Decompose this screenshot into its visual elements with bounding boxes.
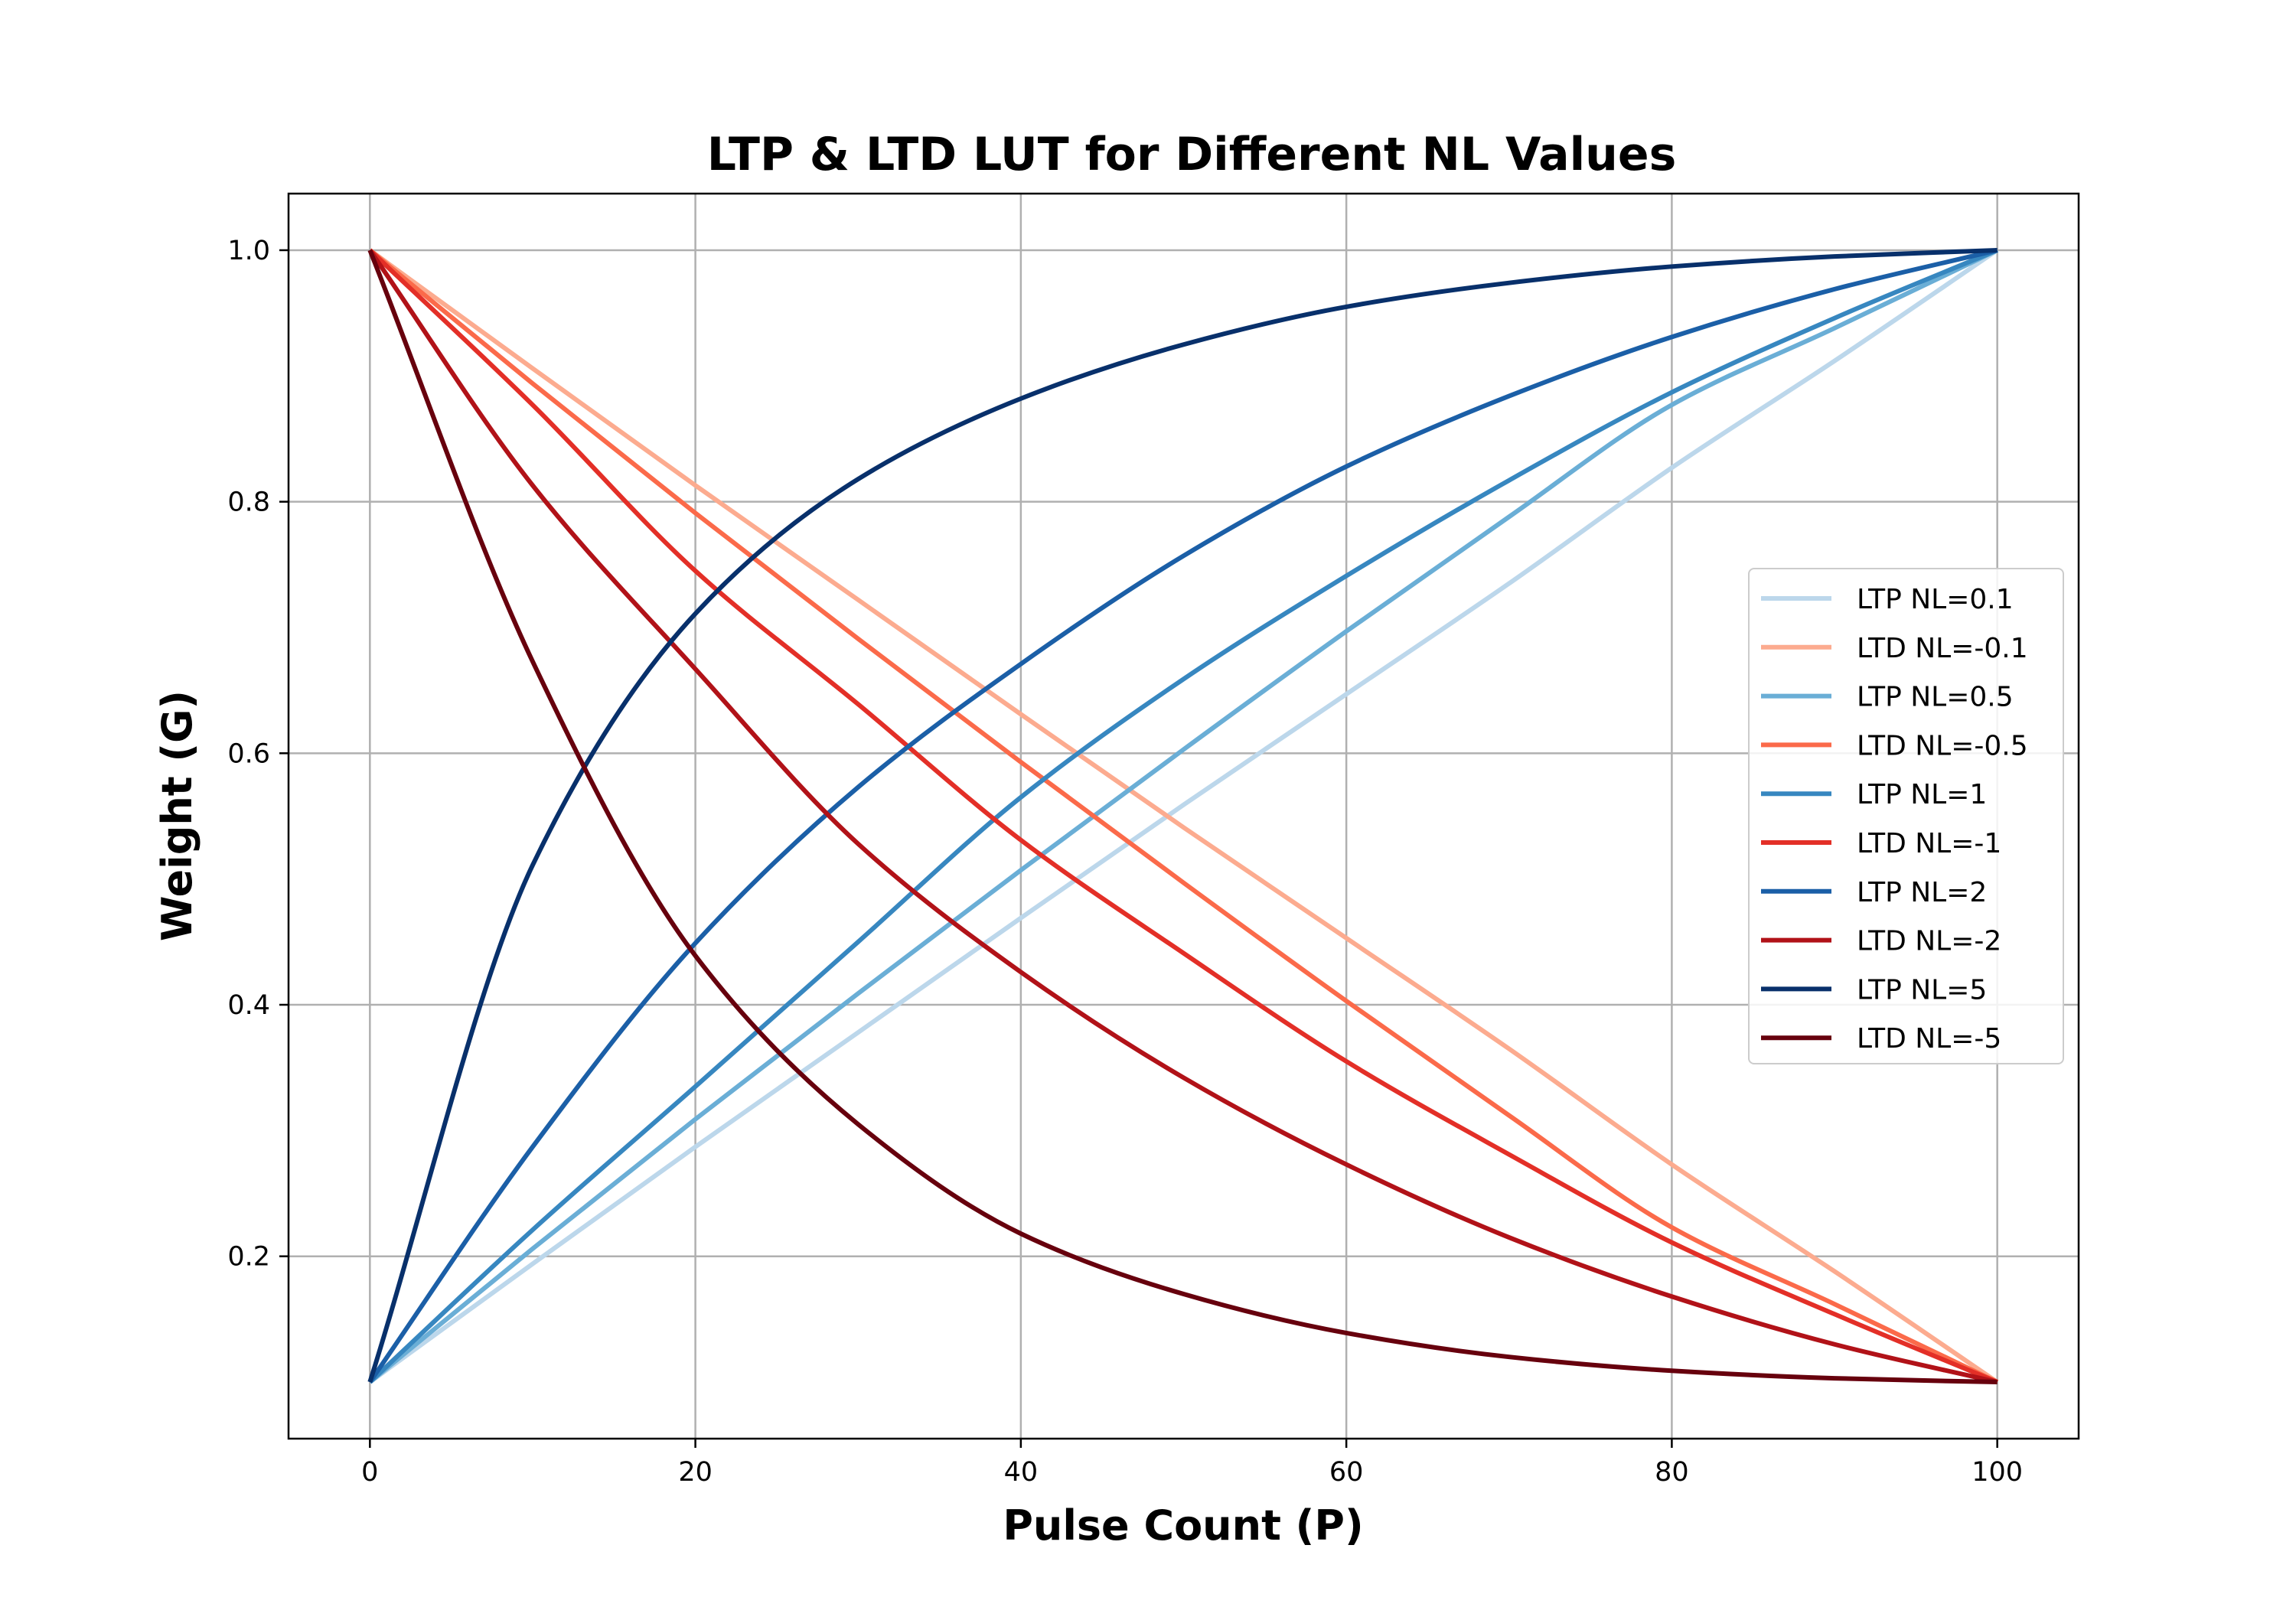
x-axis-ticks: 0 20 40 60 80 100 [361, 1439, 2023, 1488]
plot-area-frame [287, 192, 2080, 1440]
legend-label: LTP NL=5 [1857, 974, 1987, 1006]
y-tick-label: 0.8 [227, 487, 270, 518]
series-line-ltd-nl-0-5 [368, 248, 1998, 1384]
y-tick-label: 0.6 [227, 738, 270, 769]
y-tick-label: 0.2 [227, 1242, 270, 1273]
series-line-ltd-nl-0-1 [368, 248, 1999, 1384]
x-tick-label: 80 [1655, 1457, 1689, 1488]
series-line-ltd-nl-1 [368, 248, 1998, 1384]
x-tick-label: 100 [1971, 1457, 2023, 1488]
legend-label: LTP NL=2 [1857, 877, 1987, 908]
series-lines [367, 247, 1999, 1385]
legend-label: LTD NL=-0.5 [1857, 730, 2028, 761]
legend-label: LTP NL=1 [1857, 779, 1987, 810]
chart-title: LTP & LTD LUT for Different NL Values [707, 128, 1677, 181]
series-line-ltp-nl-2 [367, 248, 1998, 1384]
y-tick-label: 0.4 [227, 990, 270, 1021]
series-line-ltd-nl-2 [367, 249, 1998, 1384]
legend-label: LTP NL=0.1 [1857, 584, 2014, 615]
y-axis-title: Weight (G) [153, 690, 201, 941]
x-axis-title: Pulse Count (P) [1003, 1501, 1363, 1550]
series-line-ltd-nl-5 [367, 249, 1998, 1385]
series-line-ltp-nl-0-5 [368, 248, 1998, 1384]
legend-label: LTD NL=-1 [1857, 828, 2001, 859]
series-line-ltp-nl-5 [367, 247, 1998, 1383]
legend-label: LTD NL=-0.1 [1857, 633, 2028, 664]
legend: LTP NL=0.1 LTD NL=-0.1 LTP NL=0.5 LTD NL=-0… [1748, 568, 2064, 1064]
y-tick-label: 1.0 [227, 236, 270, 266]
legend-label: LTD NL=-5 [1857, 1023, 2001, 1054]
series-line-ltp-nl-1 [368, 248, 1998, 1384]
x-tick-label: 40 [1004, 1457, 1039, 1488]
x-tick-label: 20 [678, 1457, 713, 1488]
grid [289, 194, 2079, 1439]
x-tick-label: 0 [361, 1457, 378, 1488]
y-axis-ticks: 0.2 0.4 0.6 0.8 1.0 [227, 236, 289, 1273]
series-line-ltp-nl-0-1 [368, 248, 1999, 1384]
legend-label: LTD NL=-2 [1857, 926, 2001, 957]
x-tick-label: 60 [1329, 1457, 1364, 1488]
legend-label: LTP NL=0.5 [1857, 682, 2014, 713]
